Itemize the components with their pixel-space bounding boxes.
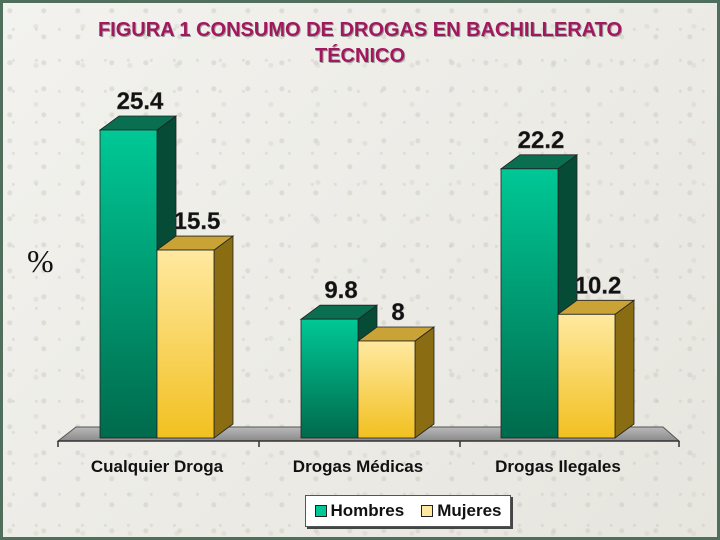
- bar-mujeres: [357, 340, 416, 439]
- bar-mujeres: [156, 249, 215, 439]
- legend-item-mujeres: Mujeres: [421, 501, 501, 521]
- bar-hombres: [500, 168, 559, 439]
- legend-swatch-mujeres: [421, 505, 434, 517]
- data-label-hombres: 25.4: [117, 88, 164, 115]
- bar-hombres: [99, 129, 158, 439]
- chart-title-line2: TÉCNICO: [315, 45, 405, 67]
- bar-side-mujeres: [213, 235, 234, 439]
- bar-hombres: [300, 318, 359, 439]
- legend-swatch-hombres: [314, 505, 327, 517]
- data-label-hombres: 22.2: [518, 127, 565, 154]
- legend: Hombres Mujeres: [305, 495, 511, 527]
- bar-side-mujeres: [614, 299, 635, 439]
- bar-chart: Cualquier Droga 25.4 15.5 Drogas Médicas 9.8…: [56, 88, 681, 476]
- bar-side-mujeres: [414, 326, 435, 439]
- x-tick-label: Drogas Ilegales: [495, 457, 621, 476]
- legend-label-mujeres: Mujeres: [437, 501, 502, 520]
- legend-item-hombres: Hombres: [314, 501, 405, 521]
- data-label-mujeres: 8: [391, 299, 404, 326]
- y-axis-label: %: [27, 243, 54, 279]
- legend-label-hombres: Hombres: [330, 501, 405, 520]
- x-tick-label: Drogas Médicas: [293, 457, 423, 476]
- data-label-mujeres: 15.5: [174, 208, 221, 235]
- x-tick-label: Cualquier Droga: [91, 457, 224, 476]
- bar-mujeres: [557, 313, 616, 439]
- data-label-hombres: 9.8: [324, 277, 357, 304]
- data-label-mujeres: 10.2: [575, 272, 622, 299]
- chart-title-line1: FIGURA 1 CONSUMO DE DROGAS EN BACHILLERA…: [97, 19, 623, 41]
